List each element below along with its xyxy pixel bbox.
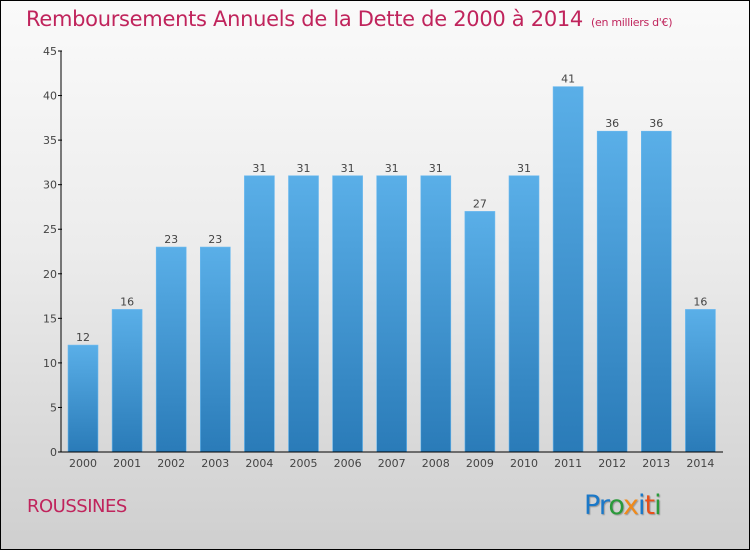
bar-2001 [111,309,143,453]
y-tick-label-35: 35 [43,134,57,147]
x-tick-label-2001: 2001 [113,457,141,470]
bar-2014 [685,309,716,453]
commune-name: ROUSSINES [27,496,127,517]
y-tick-label-40: 40 [43,90,57,103]
x-tick-label-2007: 2007 [378,457,406,470]
bar-2003 [200,246,231,453]
bar-2013 [640,130,672,453]
x-tick-label-2006: 2006 [334,457,362,470]
y-tick-label-0: 0 [50,446,57,459]
logo-letter: i [638,490,645,521]
data-label-2002: 23 [164,233,178,246]
chart-title: Remboursements Annuels de la Dette de 20… [26,7,672,31]
data-label-2004: 31 [252,162,266,175]
bar-2008 [420,175,452,453]
y-tick-label-30: 30 [43,179,57,192]
bar-2004 [244,175,275,453]
x-tick-label-2009: 2009 [466,457,494,470]
bar-2002 [155,246,187,453]
bar-2006 [332,175,363,453]
bar-2007 [376,175,408,453]
logo-letter: o [608,490,624,521]
logo-letter: i [654,490,661,521]
y-tick-label-45: 45 [43,45,57,58]
x-tick-label-2004: 2004 [245,457,273,470]
y-tick-label-20: 20 [43,268,57,281]
data-label-2010: 31 [517,162,531,175]
x-tick-label-2014: 2014 [686,457,714,470]
y-tick-label-25: 25 [43,223,57,236]
data-label-2005: 31 [297,162,311,175]
x-tick-label-2013: 2013 [642,457,670,470]
data-label-2009: 27 [473,197,487,210]
bar-2012 [596,130,628,453]
bar-2005 [288,175,319,453]
y-tick-label-5: 5 [50,401,57,414]
x-tick-label-2008: 2008 [422,457,450,470]
bar-2010 [508,175,540,453]
x-tick-label-2012: 2012 [598,457,626,470]
x-tick-label-2011: 2011 [554,457,582,470]
x-tick-label-2002: 2002 [157,457,185,470]
title-text: Remboursements Annuels de la Dette de 20… [26,7,583,31]
bars-group: 12 16 23 23 31 31 31 31 31 27 31 41 36 36 16 [67,73,716,453]
y-tick-label-15: 15 [43,312,57,325]
axes-group: 2000 2001 2002 2003 2004 2005 2006 2007 2008 2009… [43,45,723,470]
y-tick-label-10: 10 [43,357,57,370]
data-label-2014: 16 [693,295,707,308]
data-label-2006: 31 [341,162,355,175]
data-label-2000: 12 [76,331,90,344]
bar-2000 [67,344,99,453]
data-label-2013: 36 [649,117,663,130]
data-label-2011: 41 [561,73,575,86]
logo-letter: t [644,490,656,521]
data-label-2008: 31 [429,162,443,175]
data-label-2001: 16 [120,295,134,308]
chart-subtitle: (en milliers d'€) [591,16,673,29]
data-label-2003: 23 [208,233,222,246]
logo-letter: P [584,490,600,521]
x-tick-label-2003: 2003 [201,457,229,470]
data-label-2012: 36 [605,117,619,130]
bar-2009 [464,211,496,453]
x-tick-label-2005: 2005 [290,457,318,470]
bar-2011 [552,86,584,453]
logo-letter: r [598,490,609,521]
x-tick-label-2010: 2010 [510,457,538,470]
proxiti-logo[interactable]: Proxiti [584,490,662,521]
x-tick-label-2000: 2000 [69,457,97,470]
data-label-2007: 31 [385,162,399,175]
logo-letter: x [623,490,639,521]
